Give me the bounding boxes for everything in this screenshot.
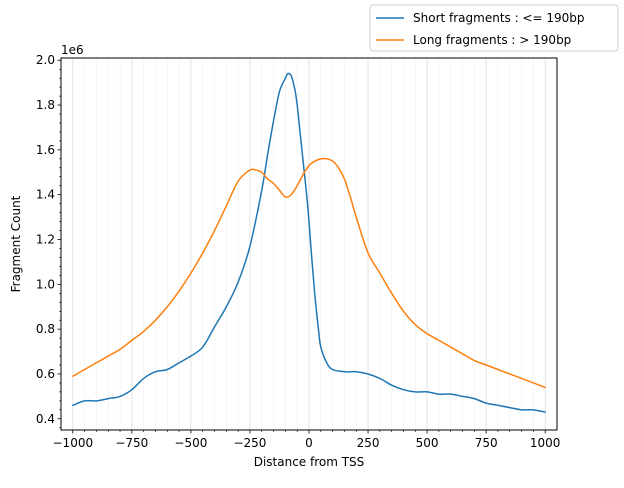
legend-label-short-fragments: Short fragments : <= 190bp [413, 11, 585, 25]
x-tick-label: 500 [416, 436, 439, 450]
series-line-long-fragments [72, 157, 546, 389]
x-tick-label: −750 [115, 436, 148, 450]
y-tick-label: 1.8 [36, 98, 55, 112]
y-tick-label: 1.6 [36, 143, 55, 157]
x-tick-label: 250 [357, 436, 380, 450]
legend: Short fragments : <= 190bp Long fragment… [369, 4, 619, 52]
series-line-short-fragments [72, 72, 546, 413]
y-tick-label: 1.2 [36, 233, 55, 247]
y-axis-label: Fragment Count [9, 195, 23, 292]
grid [72, 58, 546, 430]
x-tick-label: 1000 [530, 436, 561, 450]
x-tick-label: −1000 [53, 436, 94, 450]
y-tick-label: 0.4 [36, 412, 55, 426]
y-tick-label: 1.4 [36, 188, 55, 202]
legend-label-long-fragments: Long fragments : > 190bp [413, 33, 571, 47]
x-axis-label: Distance from TSS [254, 455, 365, 469]
series-layer [72, 72, 546, 413]
y-tick-label: 2.0 [36, 53, 55, 67]
y-tick-label: 0.8 [36, 322, 55, 336]
y-tick-label: 0.6 [36, 367, 55, 381]
y-tick-label: 1.0 [36, 277, 55, 291]
x-tick-label: 0 [305, 436, 313, 450]
x-axis: −1000 −750 −500 −250 0 250 500 750 1000 [53, 430, 561, 450]
x-tick-label: −500 [174, 436, 207, 450]
x-tick-label: −250 [233, 436, 266, 450]
y-axis: 0.4 0.6 0.8 1.0 1.2 1.4 1.6 1.8 2.0 [36, 53, 61, 429]
legend-box [369, 4, 619, 52]
y-axis-offset-label: 1e6 [61, 43, 84, 57]
x-tick-label: 750 [475, 436, 498, 450]
